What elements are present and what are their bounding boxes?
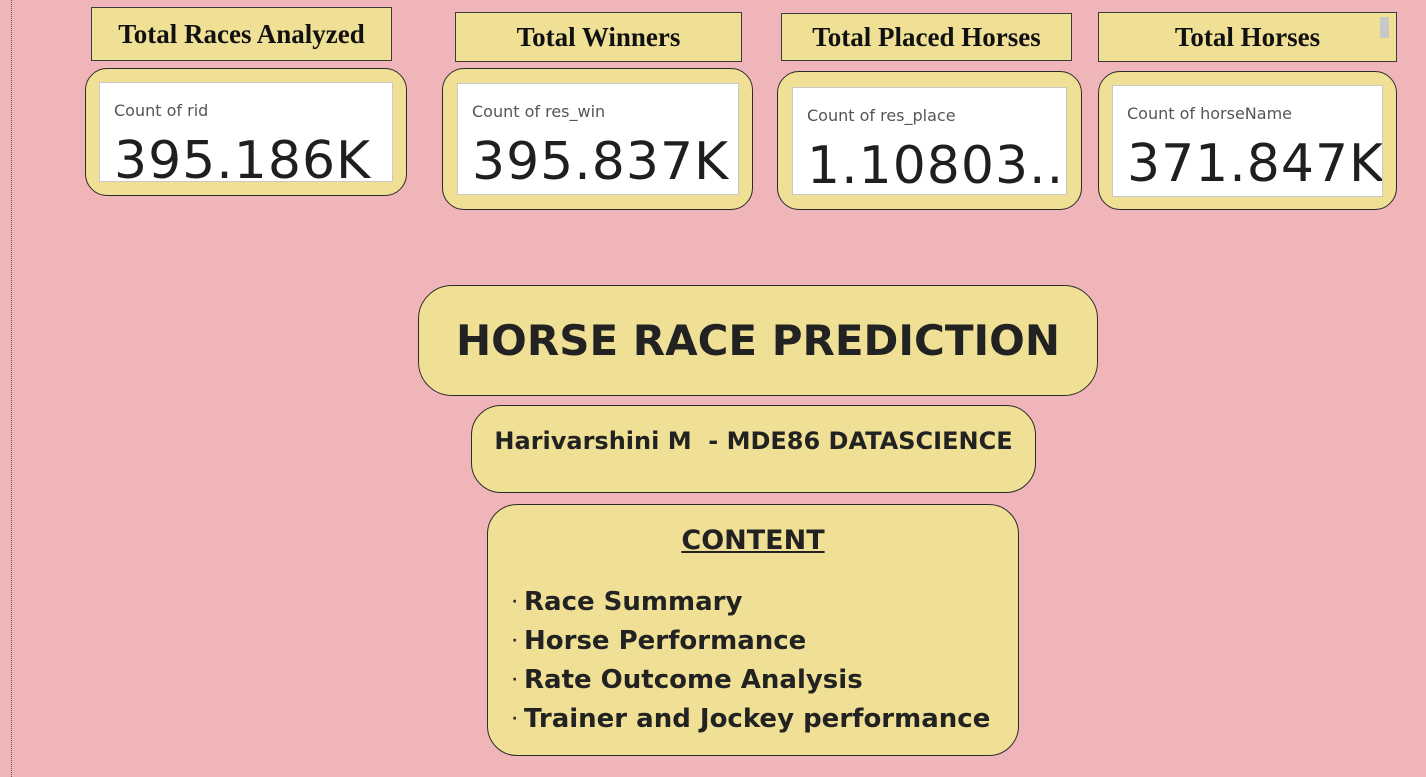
kpi-title-total-placed: Total Placed Horses bbox=[781, 13, 1072, 61]
kpi-label: Count of horseName bbox=[1127, 104, 1292, 123]
list-item: · Trainer and Jockey performance bbox=[512, 700, 990, 739]
list-item: · Horse Performance bbox=[512, 622, 990, 661]
kpi-card-total-races[interactable]: Count of rid 395.186K bbox=[85, 68, 407, 196]
page-title-box: HORSE RACE PREDICTION bbox=[418, 285, 1098, 396]
kpi-card-inner: Count of res_place 1.10803... bbox=[792, 87, 1067, 195]
kpi-value: 395.837K bbox=[472, 132, 730, 192]
kpi-title-total-horses: Total Horses bbox=[1098, 12, 1397, 62]
content-panel: CONTENT · Race Summary · Horse Performance… bbox=[487, 504, 1019, 756]
list-item-label: Trainer and Jockey performance bbox=[524, 704, 991, 734]
bullet-icon: · bbox=[512, 594, 518, 610]
kpi-value: 395.186K bbox=[114, 131, 372, 182]
kpi-title-text: Total Placed Horses bbox=[812, 21, 1041, 52]
kpi-label: Count of rid bbox=[114, 101, 209, 120]
list-item-label: Race Summary bbox=[524, 587, 743, 617]
kpi-card-inner: Count of res_win 395.837K bbox=[457, 83, 739, 195]
kpi-title-text: Total Winners bbox=[516, 21, 681, 52]
kpi-value: 1.10803... bbox=[807, 136, 1067, 195]
kpi-card-total-horses[interactable]: Count of horseName 371.847K bbox=[1098, 71, 1397, 210]
page-title: HORSE RACE PREDICTION bbox=[456, 316, 1060, 365]
bullet-icon: · bbox=[512, 672, 518, 688]
canvas-left-border bbox=[11, 0, 12, 777]
content-heading: CONTENT bbox=[681, 525, 825, 556]
kpi-card-inner: Count of rid 395.186K bbox=[99, 82, 393, 182]
kpi-card-inner: Count of horseName 371.847K bbox=[1112, 85, 1383, 197]
kpi-card-total-winners[interactable]: Count of res_win 395.837K bbox=[442, 68, 753, 210]
list-item-label: Horse Performance bbox=[524, 626, 807, 656]
kpi-title-total-races: Total Races Analyzed bbox=[91, 7, 392, 61]
kpi-value: 371.847K bbox=[1127, 134, 1383, 194]
author-subtitle: Harivarshini M - MDE86 DATASCIENCE bbox=[494, 427, 1013, 455]
kpi-card-total-placed[interactable]: Count of res_place 1.10803... bbox=[777, 71, 1082, 210]
kpi-label: Count of res_win bbox=[472, 102, 606, 121]
kpi-label: Count of res_place bbox=[807, 106, 956, 125]
kpi-title-text: Total Races Analyzed bbox=[118, 18, 365, 49]
content-list: · Race Summary · Horse Performance · Rate O… bbox=[512, 583, 990, 739]
list-item: · Rate Outcome Analysis bbox=[512, 661, 990, 700]
bullet-icon: · bbox=[512, 633, 518, 649]
bullet-icon: · bbox=[512, 711, 518, 727]
list-item-label: Rate Outcome Analysis bbox=[524, 665, 863, 695]
kpi-title-total-winners: Total Winners bbox=[455, 12, 742, 62]
scrollbar-thumb[interactable] bbox=[1380, 17, 1389, 38]
list-item: · Race Summary bbox=[512, 583, 990, 622]
kpi-title-text: Total Horses bbox=[1174, 21, 1321, 52]
author-box: Harivarshini M - MDE86 DATASCIENCE bbox=[471, 405, 1036, 493]
